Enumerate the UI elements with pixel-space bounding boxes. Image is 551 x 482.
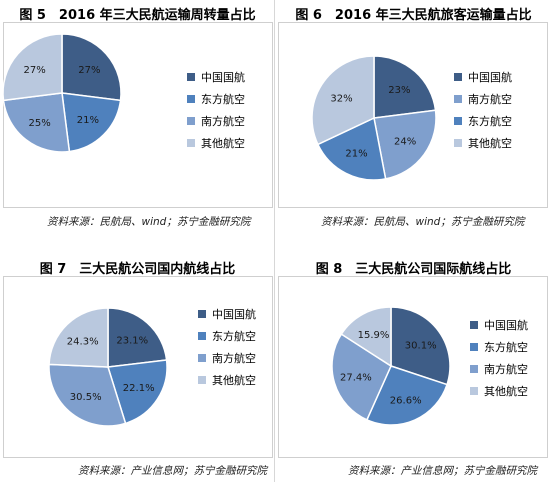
plot-area: 27% 21% 25% 27% 中国国航东方航空南方航空其他航空 — [2, 22, 273, 208]
source-note: 资料来源：民航局、wind；苏宁金融研究院 — [321, 216, 525, 228]
legend-swatch — [187, 117, 195, 125]
pie-slice-南方航空 — [373, 109, 437, 180]
slice-label: 21% — [345, 148, 367, 159]
slice-label: 27% — [78, 65, 100, 76]
legend-label: 中国国航 — [484, 318, 528, 332]
legend-swatch — [198, 310, 206, 318]
slice-label: 24% — [394, 137, 416, 148]
legend-label: 南方航空 — [468, 92, 512, 106]
chart-title: 图 6 2016 年三大民航旅客运输量占比 — [295, 8, 532, 23]
slice-label: 30.1% — [405, 341, 437, 352]
pie-slice-东方航空 — [107, 359, 168, 425]
legend-label: 东方航空 — [201, 92, 245, 106]
slice-label: 23% — [388, 85, 410, 96]
slice-label: 15.9% — [358, 330, 390, 341]
pie-slice-东方航空 — [365, 365, 448, 426]
legend-swatch — [187, 73, 195, 81]
legend-label: 其他航空 — [201, 136, 245, 150]
pie-slice-中国国航 — [373, 55, 437, 119]
pie-slice-其他航空 — [340, 306, 392, 368]
slice-label: 22.1% — [123, 383, 155, 394]
slice-label: 30.5% — [70, 392, 102, 403]
slice-label: 21% — [77, 115, 99, 126]
legend-label: 其他航空 — [484, 384, 528, 398]
slice-label: 26.6% — [390, 396, 422, 407]
chart-panel-5: 图 5 2016 年三大民航运输周转量占比 27% 21% 25% 27% 中国国航东方… — [0, 0, 275, 241]
legend-label: 其他航空 — [468, 136, 512, 150]
pie-slice-中国国航 — [107, 307, 168, 368]
pie-slice-中国国航 — [390, 306, 451, 386]
legend-label: 南方航空 — [484, 362, 528, 376]
legend-swatch — [470, 387, 478, 395]
legend-label: 东方航空 — [468, 114, 512, 128]
legend-swatch — [470, 321, 478, 329]
legend-swatch — [187, 139, 195, 147]
slice-label: 27.4% — [340, 372, 372, 383]
pie-slice-南方航空 — [331, 333, 392, 421]
slice-label: 25% — [28, 118, 50, 129]
legend-swatch — [470, 365, 478, 373]
chart-panel-7: 图 7 三大民航公司国内航线占比 23.1% 22.1% 30.5% 24.3% 中国国… — [0, 241, 275, 482]
source-note: 资料来源：产业信息网；苏宁金融研究院 — [348, 465, 537, 477]
legend-swatch — [454, 95, 462, 103]
plot-area: 23.1% 22.1% 30.5% 24.3% 中国国航东方航空南方航空其他航空 — [3, 276, 273, 458]
slice-label: 23.1% — [116, 336, 148, 347]
legend-label: 东方航空 — [484, 340, 528, 354]
pie-slice-南方航空 — [48, 363, 127, 427]
legend-label: 东方航空 — [212, 329, 256, 343]
pie-slice-东方航空 — [61, 92, 122, 153]
plot-area: 30.1% 26.6% 27.4% 15.9% 中国国航东方航空南方航空其他航空 — [278, 276, 548, 458]
slice-label: 27% — [23, 65, 45, 76]
chart-title: 图 5 2016 年三大民航运输周转量占比 — [19, 8, 256, 23]
pie-slice-其他航空 — [48, 307, 109, 368]
chart-panel-6: 图 6 2016 年三大民航旅客运输量占比 23% 24% 21% 32% 中国国航南方… — [276, 0, 551, 241]
slice-label: 32% — [330, 93, 352, 104]
legend-label: 南方航空 — [201, 114, 245, 128]
legend-swatch — [198, 354, 206, 362]
legend-swatch — [454, 117, 462, 125]
pie-slice-其他航空 — [311, 55, 375, 146]
pie-slice-中国国航 — [61, 33, 122, 102]
chart-title: 图 8 三大民航公司国际航线占比 — [315, 262, 512, 277]
legend-label: 中国国航 — [212, 307, 256, 321]
chart-title: 图 7 三大民航公司国内航线占比 — [39, 262, 236, 277]
pie-slice-东方航空 — [316, 116, 387, 181]
legend-swatch — [187, 95, 195, 103]
legend-label: 其他航空 — [212, 373, 256, 387]
plot-area: 23% 24% 21% 32% 中国国航南方航空东方航空其他航空 — [278, 22, 548, 208]
legend-swatch — [454, 73, 462, 81]
panel-divider — [274, 0, 275, 482]
source-note: 资料来源：民航局、wind；苏宁金融研究院 — [47, 216, 251, 228]
pie-slice-南方航空 — [2, 92, 71, 153]
pie-slice-其他航空 — [2, 33, 63, 102]
legend-swatch — [454, 139, 462, 147]
legend-swatch — [198, 332, 206, 340]
source-note: 资料来源：产业信息网；苏宁金融研究院 — [78, 465, 267, 477]
chart-panel-8: 图 8 三大民航公司国际航线占比 30.1% 26.6% 27.4% 15.9% 中国国… — [276, 241, 551, 482]
legend-swatch — [470, 343, 478, 351]
slice-label: 24.3% — [67, 337, 99, 348]
legend-swatch — [198, 376, 206, 384]
legend-label: 中国国航 — [201, 70, 245, 84]
legend-label: 南方航空 — [212, 351, 256, 365]
legend-label: 中国国航 — [468, 70, 512, 84]
